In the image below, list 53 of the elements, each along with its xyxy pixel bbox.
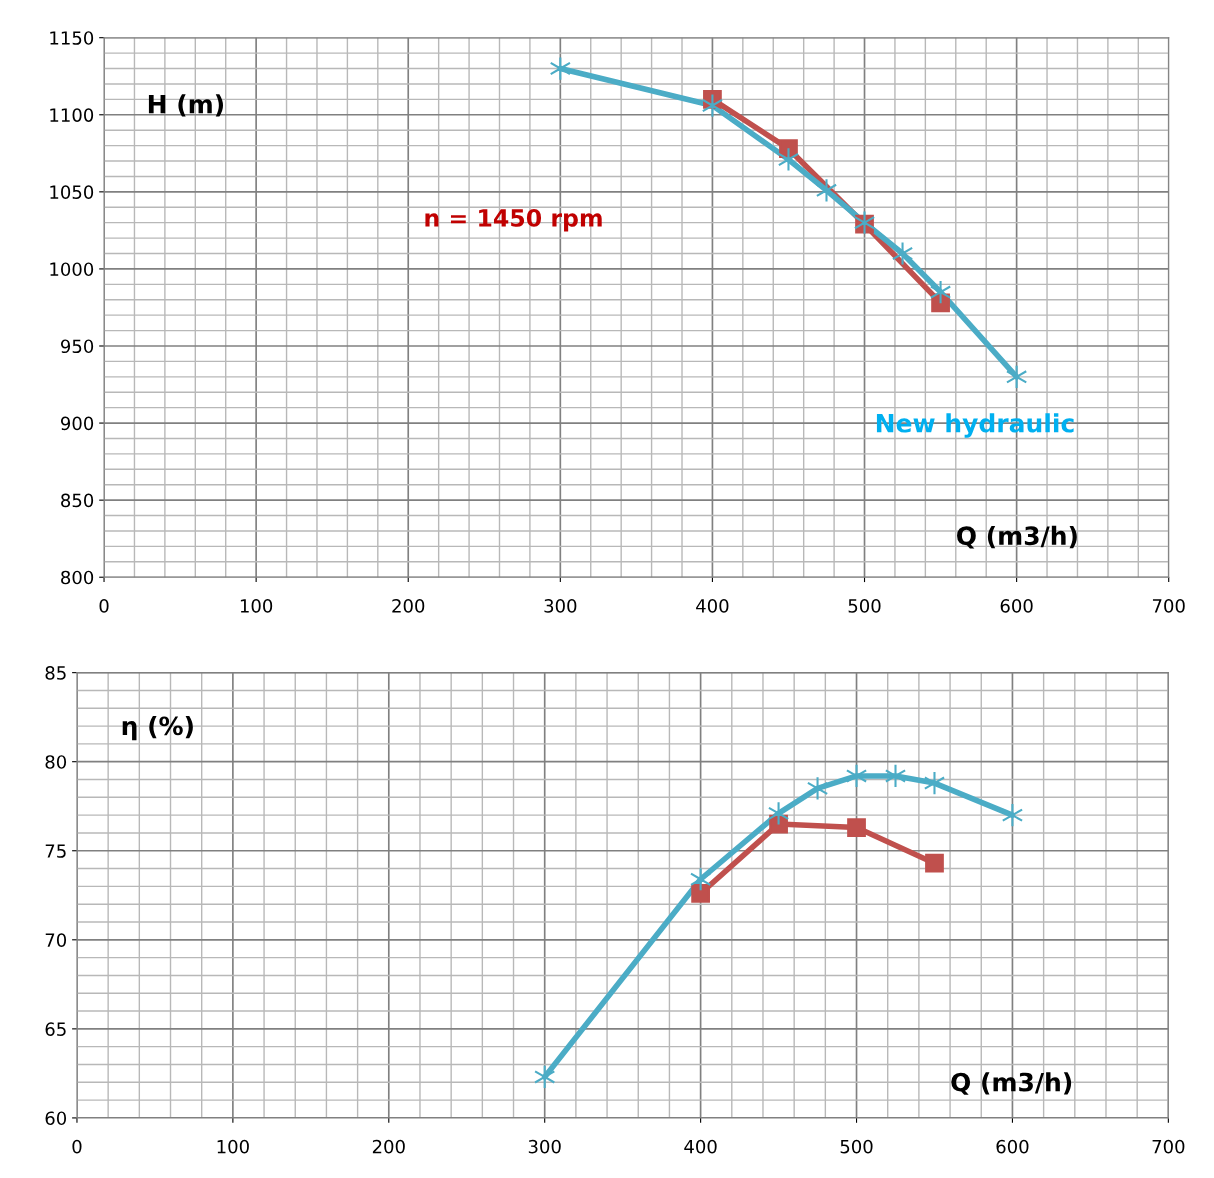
point	[923, 770, 946, 796]
y-tick-label: 1150	[50, 31, 94, 45]
point	[701, 93, 724, 118]
x-tick-label: 700	[1152, 1139, 1185, 1154]
y-tick-label: 60	[45, 1111, 67, 1126]
x-tick-label: 300	[544, 599, 577, 613]
y-tick-label: 80	[45, 755, 67, 769]
x-tick-label: 200	[372, 1139, 405, 1154]
x-axis-title: Q (m3/h)	[951, 1072, 1072, 1095]
x-tick-label: 300	[528, 1139, 561, 1154]
x-tick-label: 700	[1152, 599, 1185, 613]
x-tick-label: 100	[240, 599, 273, 613]
text: New hydraulic	[876, 413, 1074, 438]
y-tick-label: 70	[45, 933, 67, 947]
annotation: n = 1450 rpm	[425, 209, 602, 232]
y-tick-label: 85	[45, 666, 66, 680]
x-tick-label: 100	[217, 1139, 249, 1154]
point	[845, 763, 868, 789]
point	[815, 178, 838, 203]
point	[534, 1064, 556, 1090]
point	[691, 884, 710, 903]
y-axis-title: H (m)	[148, 94, 224, 117]
point	[1001, 802, 1024, 828]
y-tick-label: 950	[60, 339, 94, 354]
point	[891, 241, 914, 266]
x-tick-label: 0	[99, 599, 109, 613]
point	[689, 867, 712, 892]
x-tick-label: 500	[848, 599, 881, 613]
point	[777, 147, 800, 172]
y-tick-label: 75	[45, 844, 66, 858]
y-axis-title: η (%)	[122, 716, 193, 741]
y-tick-label: 65	[45, 1022, 66, 1036]
y-tick-label: 800	[61, 570, 94, 585]
point	[925, 853, 944, 873]
y-tick-label: 850	[61, 493, 94, 508]
x-tick-label: 600	[1000, 599, 1033, 613]
x-tick-label: 400	[696, 599, 729, 613]
y-tick-label: 1000	[50, 262, 94, 277]
x-tick-label: 600	[996, 1139, 1029, 1154]
point	[1005, 364, 1028, 389]
x-tick-label: 200	[392, 599, 425, 613]
y-tick-label: 1050	[50, 185, 94, 199]
x-tick-label: 400	[684, 1139, 717, 1154]
point	[884, 763, 907, 789]
point	[767, 801, 790, 826]
y-tick-label: 1100	[50, 108, 94, 122]
x-axis-title: Q (m3/h)	[957, 525, 1077, 549]
y-tick-label: 900	[60, 416, 94, 431]
x-tick-label: 500	[840, 1139, 873, 1154]
point	[847, 818, 866, 837]
point	[549, 56, 571, 81]
x-tick-label: 0	[72, 1139, 82, 1154]
point	[806, 776, 829, 801]
